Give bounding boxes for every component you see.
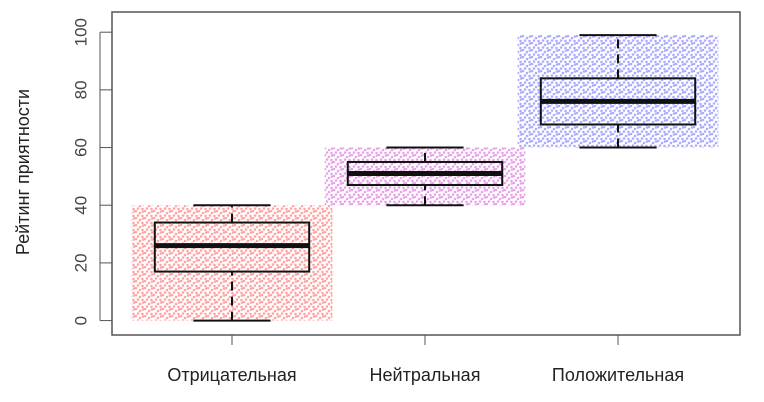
y-tick-label: 60 <box>71 138 90 157</box>
plot-frame <box>111 11 741 336</box>
y-tick-label: 0 <box>71 316 90 325</box>
y-tick-label: 40 <box>71 196 90 215</box>
x-tick-label: Положительная <box>552 365 684 385</box>
y-tick-label: 20 <box>71 253 90 272</box>
y-tick-label: 100 <box>71 18 90 46</box>
x-tick-label: Отрицательная <box>167 365 296 385</box>
x-tick-label: Нейтральная <box>370 365 481 385</box>
y-tick-label: 80 <box>71 80 90 99</box>
y-axis-label: Рейтинг приятности <box>13 89 33 255</box>
